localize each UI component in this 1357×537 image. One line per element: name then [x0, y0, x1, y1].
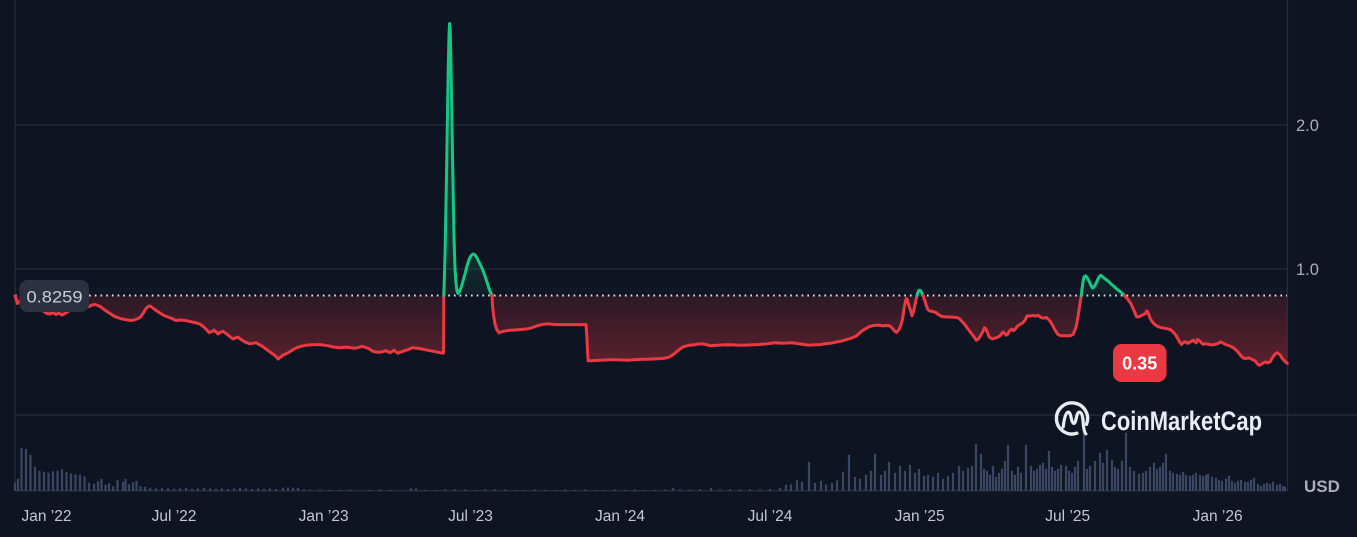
svg-text:Jul ’23: Jul ’23 — [448, 508, 493, 525]
svg-text:Jan ’23: Jan ’23 — [299, 508, 349, 525]
svg-text:2.0: 2.0 — [1296, 117, 1319, 135]
svg-text:Jul ’25: Jul ’25 — [1045, 508, 1090, 525]
svg-text:Jan ’24: Jan ’24 — [595, 508, 645, 525]
svg-text:0.8259: 0.8259 — [27, 288, 83, 307]
svg-text:USD: USD — [1304, 477, 1340, 496]
svg-text:Jan ’26: Jan ’26 — [1193, 508, 1243, 525]
svg-text:0.35: 0.35 — [1122, 354, 1157, 374]
svg-text:1.0: 1.0 — [1296, 261, 1319, 279]
svg-text:Jan ’22: Jan ’22 — [22, 508, 72, 525]
svg-text:Jul ’22: Jul ’22 — [152, 508, 197, 525]
svg-text:CoinMarketCap: CoinMarketCap — [1101, 406, 1262, 436]
svg-text:Jul ’24: Jul ’24 — [748, 508, 793, 525]
svg-text:Jan ’25: Jan ’25 — [895, 508, 945, 525]
